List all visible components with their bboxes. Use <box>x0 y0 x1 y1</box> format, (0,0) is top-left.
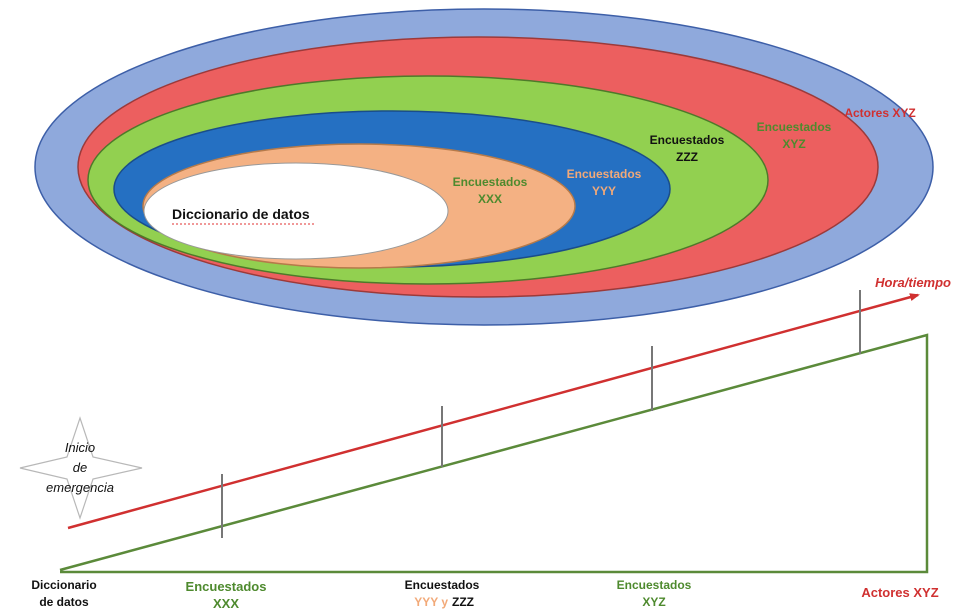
stage3-label-line1: Encuestados <box>405 578 480 592</box>
stage4-label-line2: XYZ <box>642 595 665 609</box>
start-label-line3: emergencia <box>46 480 114 495</box>
xyz-label-line1: Encuestados <box>757 120 832 134</box>
actores-ellipse-label: Actores XYZ <box>844 106 915 120</box>
stage1-label-line2: de datos <box>39 595 89 609</box>
yyy-label-line1: Encuestados <box>567 167 642 181</box>
timeline: Hora/tiempo Inicio de emergencia Diccion… <box>19 275 951 611</box>
xyz-label-line2: XYZ <box>782 137 805 151</box>
stage3-label-line2a: YYY y <box>414 595 448 609</box>
nested-ellipses <box>34 8 934 326</box>
stage2-label-line1: Encuestados <box>186 579 267 594</box>
zzz-label-line1: Encuestados <box>650 133 725 147</box>
ring-diccionario <box>143 162 449 260</box>
xxx-label-line1: Encuestados <box>453 175 528 189</box>
ellipse-labels: Diccionario de datos Encuestados XXX Enc… <box>172 106 916 225</box>
start-label-line1: Inicio <box>65 440 95 455</box>
stage4-label-line1: Encuestados <box>617 578 692 592</box>
start-label-line2: de <box>73 460 87 475</box>
xxx-label-line2: XXX <box>478 192 502 206</box>
zzz-label-line2: ZZZ <box>676 150 698 164</box>
stage1-label-line1: Diccionario <box>31 578 96 592</box>
core-label: Diccionario de datos <box>172 206 310 222</box>
stage5-label: Actores XYZ <box>861 585 938 600</box>
four-point-star-icon <box>19 416 143 520</box>
green-growth-line <box>59 333 929 574</box>
stage2-label-line2: XXX <box>213 596 239 611</box>
time-arrow-line <box>67 293 920 530</box>
yyy-label-line2: YYY <box>592 184 616 198</box>
stage3-label-line2b: ZZZ <box>452 595 474 609</box>
time-axis-label: Hora/tiempo <box>875 275 951 290</box>
